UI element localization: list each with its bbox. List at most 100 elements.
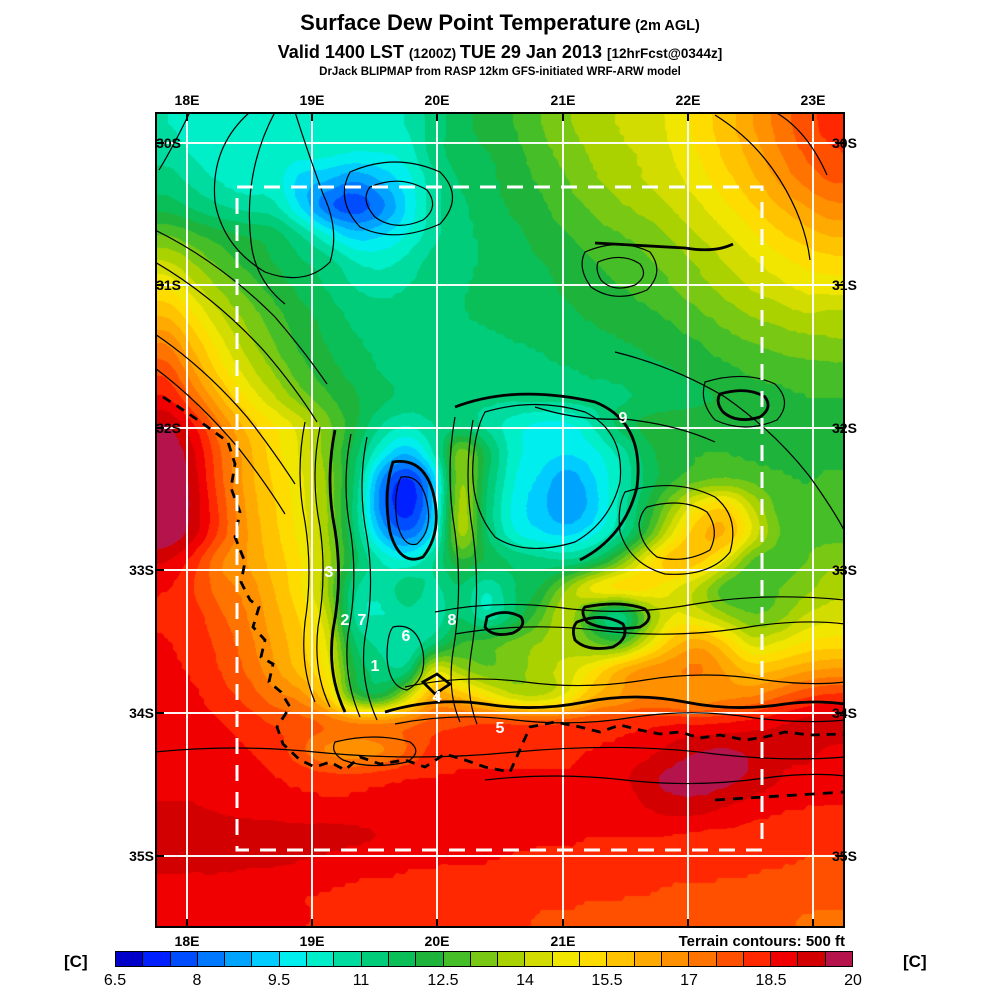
top-axis-label: 19E — [299, 92, 325, 108]
right-axis-label: 30S — [832, 135, 857, 151]
valid-time-line: Valid 1400 LST (1200Z) TUE 29 Jan 2013 [… — [0, 42, 1000, 63]
colorbar-cell — [661, 952, 690, 966]
contour-label-4: 4 — [432, 689, 442, 706]
axis-tick — [436, 919, 438, 928]
colorbar-tick-label: 9.5 — [267, 972, 291, 989]
colorbar-cell — [771, 952, 799, 966]
lat-gridline — [155, 284, 845, 286]
axis-tick — [562, 112, 564, 121]
page-title: Surface Dew Point Temperature (2m AGL) — [0, 10, 1000, 36]
colorbar-cell — [552, 952, 581, 966]
lat-gridline — [155, 855, 845, 857]
coastline-contour — [162, 395, 845, 774]
colorbar-tick-label: 18.5 — [755, 972, 787, 989]
contour-label-5: 5 — [495, 720, 505, 737]
dewpoint-field-canvas — [155, 112, 845, 928]
axis-tick — [836, 855, 845, 857]
contour-label-3: 3 — [324, 564, 334, 581]
lat-gridline — [155, 142, 845, 144]
left-axis-label: 32S — [156, 420, 181, 436]
colorbar-unit-left: [C] — [64, 952, 88, 971]
colorbar-tick-label: 8 — [192, 972, 202, 989]
terrain-contours-overlay — [155, 112, 845, 852]
axis-tick — [836, 284, 845, 286]
right-axis-label: 35S — [832, 848, 857, 864]
axis-tick — [562, 919, 564, 928]
valid-zulu: (1200Z) — [408, 46, 460, 61]
axis-tick — [812, 112, 814, 121]
contour-label-1: 1 — [370, 658, 380, 675]
colorbar — [115, 951, 853, 967]
right-axis-label: 31S — [832, 277, 857, 293]
colorbar-cell — [607, 952, 635, 966]
colorbar-tick-label: 14 — [516, 972, 534, 989]
axis-tick — [836, 712, 845, 714]
bottom-axis-label: 20E — [424, 933, 450, 949]
title-suffix: (2m AGL) — [631, 18, 700, 34]
terrain-note: Terrain contours: 500 ft — [678, 933, 845, 950]
valid-date: TUE 29 Jan 2013 — [459, 42, 607, 62]
axis-tick — [436, 112, 438, 121]
colorbar-tick-label: 11 — [352, 972, 370, 989]
axis-tick — [155, 142, 164, 144]
colorbar-cell — [443, 952, 471, 966]
contour-label-2: 2 — [340, 612, 350, 629]
lon-gridline — [311, 112, 313, 928]
colorbar-cell — [498, 952, 526, 966]
axis-tick — [687, 919, 689, 928]
right-axis-label: 33S — [832, 562, 857, 578]
axis-tick — [186, 112, 188, 121]
title-text: Surface Dew Point Temperature — [300, 10, 632, 35]
lon-gridline — [687, 112, 689, 928]
lat-gridline — [155, 427, 845, 429]
axis-tick — [155, 284, 164, 286]
axis-tick — [311, 112, 313, 121]
colorbar-cell — [689, 952, 717, 966]
colorbar-cell — [279, 952, 308, 966]
lon-gridline — [186, 112, 188, 928]
top-axis-label: 22E — [675, 92, 701, 108]
colorbar-cell — [416, 952, 444, 966]
left-axis-label: 33S — [129, 562, 154, 578]
colorbar-cell — [525, 952, 553, 966]
colorbar-cell — [634, 952, 662, 966]
top-axis-label: 23E — [800, 92, 826, 108]
left-axis-label: 31S — [156, 277, 181, 293]
colorbar-cell — [307, 952, 335, 966]
colorbar-cell — [743, 952, 772, 966]
terrain-contour-lines — [155, 112, 845, 802]
axis-tick — [186, 919, 188, 928]
colorbar-cell — [116, 952, 144, 966]
lon-gridline — [812, 112, 814, 928]
axis-tick — [812, 919, 814, 928]
axis-tick — [836, 569, 845, 571]
model-attribution: DrJack BLIPMAP from RASP 12km GFS-initia… — [319, 66, 681, 78]
top-axis-label: 21E — [550, 92, 576, 108]
bottom-axis-label: 18E — [174, 933, 200, 949]
lon-gridline — [562, 112, 564, 928]
colorbar-tick-label: 15.5 — [591, 972, 623, 989]
colorbar-cell — [334, 952, 362, 966]
lat-gridline — [155, 569, 845, 571]
colorbar-cell — [143, 952, 171, 966]
colorbar-cell — [388, 952, 417, 966]
colorbar-tick-label: 12.5 — [427, 972, 459, 989]
lat-gridline — [155, 712, 845, 714]
axis-tick — [311, 919, 313, 928]
colorbar-cell — [170, 952, 198, 966]
colorbar-tick-label: 17 — [680, 972, 698, 989]
left-axis-label: 34S — [129, 705, 154, 721]
colorbar-cell — [361, 952, 389, 966]
colorbar-cell — [716, 952, 744, 966]
axis-tick — [155, 569, 164, 571]
axis-tick — [836, 142, 845, 144]
colorbar-cell — [252, 952, 280, 966]
colorbar-cell — [225, 952, 253, 966]
contour-label-9: 9 — [618, 410, 628, 427]
right-axis-label: 32S — [832, 420, 857, 436]
top-axis-label: 18E — [174, 92, 200, 108]
axis-tick — [155, 712, 164, 714]
axis-tick — [836, 427, 845, 429]
